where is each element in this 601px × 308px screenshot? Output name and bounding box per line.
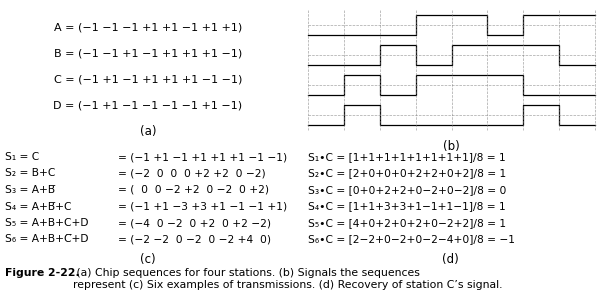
Text: S₂•C = [2+0+0+0+2+2+0+2]/8 = 1: S₂•C = [2+0+0+0+2+2+0+2]/8 = 1 bbox=[308, 168, 506, 179]
Text: S₁ = C: S₁ = C bbox=[5, 152, 39, 162]
Text: C = (−1 +1 −1 +1 +1 +1 −1 −1): C = (−1 +1 −1 +1 +1 +1 −1 −1) bbox=[54, 74, 242, 84]
Text: (a): (a) bbox=[140, 125, 156, 138]
Text: = (−1 +1 −3 +3 +1 −1 −1 +1): = (−1 +1 −3 +3 +1 −1 −1 +1) bbox=[118, 201, 287, 212]
Text: S₅ = A+B+C+D: S₅ = A+B+C+D bbox=[5, 218, 88, 228]
Text: S₃•C = [0+0+2+2+0−2+0−2]/8 = 0: S₃•C = [0+0+2+2+0−2+0−2]/8 = 0 bbox=[308, 185, 507, 195]
Text: D = (−1 +1 −1 −1 −1 −1 +1 −1): D = (−1 +1 −1 −1 −1 −1 +1 −1) bbox=[53, 100, 243, 110]
Text: S₆•C = [2−2+0−2+0−2−4+0]/8 = −1: S₆•C = [2−2+0−2+0−2−4+0]/8 = −1 bbox=[308, 234, 515, 245]
Text: = (−4  0 −2  0 +2  0 +2 −2): = (−4 0 −2 0 +2 0 +2 −2) bbox=[118, 218, 271, 228]
Text: = (−2 −2  0 −2  0 −2 +4  0): = (−2 −2 0 −2 0 −2 +4 0) bbox=[118, 234, 271, 245]
Text: S₄ = A+B̅+C: S₄ = A+B̅+C bbox=[5, 201, 72, 212]
Text: A = (−1 −1 −1 +1 +1 −1 +1 +1): A = (−1 −1 −1 +1 +1 −1 +1 +1) bbox=[54, 22, 242, 32]
Text: S₅•C = [4+0+2+0+2+0−2+2]/8 = 1: S₅•C = [4+0+2+0+2+0−2+2]/8 = 1 bbox=[308, 218, 506, 228]
Text: = (−2  0  0  0 +2 +2  0 −2): = (−2 0 0 0 +2 +2 0 −2) bbox=[118, 168, 266, 179]
Text: S₄•C = [1+1+3+3+1−1+1−1]/8 = 1: S₄•C = [1+1+3+3+1−1+1−1]/8 = 1 bbox=[308, 201, 506, 212]
Text: (b): (b) bbox=[443, 140, 460, 153]
Text: B = (−1 −1 +1 −1 +1 +1 +1 −1): B = (−1 −1 +1 −1 +1 +1 +1 −1) bbox=[54, 48, 242, 58]
Text: Figure 2-22.: Figure 2-22. bbox=[5, 268, 80, 278]
Text: S₆ = A+B+C̅+D: S₆ = A+B+C̅+D bbox=[5, 234, 88, 245]
Text: (c): (c) bbox=[140, 253, 156, 266]
Text: = (  0  0 −2 +2  0 −2  0 +2): = ( 0 0 −2 +2 0 −2 0 +2) bbox=[118, 185, 269, 195]
Text: S₃ = A+B̅: S₃ = A+B̅ bbox=[5, 185, 55, 195]
Text: S₁•C = [1+1+1+1+1+1+1+1]/8 = 1: S₁•C = [1+1+1+1+1+1+1+1]/8 = 1 bbox=[308, 152, 506, 162]
Text: S₂ = B+C: S₂ = B+C bbox=[5, 168, 55, 179]
Text: (d): (d) bbox=[442, 253, 459, 266]
Text: = (−1 +1 −1 +1 +1 +1 −1 −1): = (−1 +1 −1 +1 +1 +1 −1 −1) bbox=[118, 152, 287, 162]
Text: (a) Chip sequences for four stations. (b) Signals the sequences
represent (c) Si: (a) Chip sequences for four stations. (b… bbox=[73, 268, 502, 290]
